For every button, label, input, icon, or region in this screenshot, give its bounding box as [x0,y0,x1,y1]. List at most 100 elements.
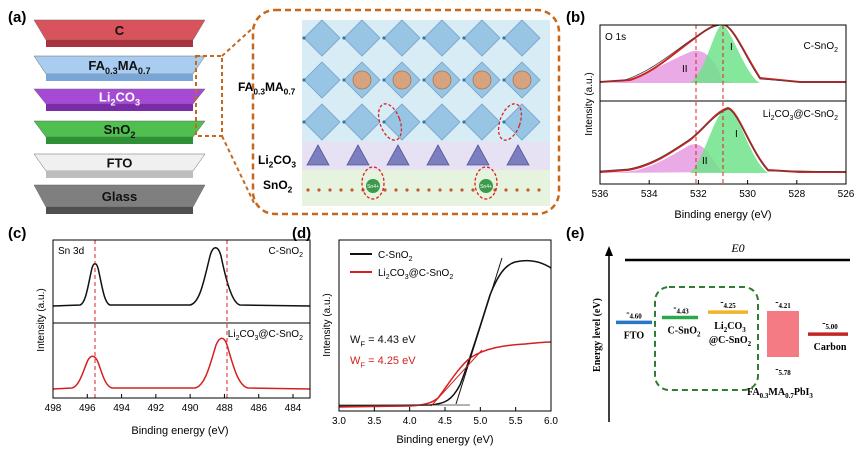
octahedron [503,103,541,141]
panel-d: (d) 3.0 3.5 4.0 4.5 5.0 5.5 6.0 C-SnO2 Li2CO3@C… [292,225,558,446]
a-site-cation [432,70,452,90]
oxygen-atom [449,188,453,192]
octahedron [383,103,421,141]
panel-d-xlabel: Binding energy (eV) [396,434,493,446]
halide-atom [462,120,466,124]
oxygen-atom [537,188,541,192]
sno2-layer [302,170,550,206]
d-x-tick-label: 5.0 [473,416,487,427]
layer-fa0-3ma0-7: FA0.3MA0.7 [33,55,206,81]
panel-c-ylabel: Intensity (a.u.) [36,288,47,351]
peak-II-label-top: II [682,64,688,75]
panel-b-top-label: C-SnO2 [804,41,839,54]
halide-atom [502,78,506,82]
legend-label-c-sno2: C-SnO2 [378,250,413,263]
d-x-tick-label: 3.0 [332,416,346,427]
d-x-tick-label: 6.0 [544,416,558,427]
li2co3-label-line2: @C-SnO2 [709,335,752,348]
halide-atom [502,120,506,124]
layer-sno2: SnO2 [33,120,206,144]
inset-perovskite-label: FA0.3MA0.7 [238,80,296,97]
carbon-label: Carbon [814,342,847,353]
c-x-tick-label: 488 [216,403,233,414]
layer-label: FA0.3MA0.7 [88,58,150,76]
octahedra-grid [302,19,541,141]
panel-c: (c) 498 496 494 492 490 488 486 484 Sn 3d C-SnO… [8,225,311,437]
halide-atom [302,78,306,82]
c-sno2-label: C-SnO2 [668,325,701,338]
carbonate-unit [306,144,330,166]
peak-I-label-bottom: I [735,129,738,140]
d-x-tick-label: 4.5 [438,416,452,427]
fto-value: -4.60 [626,307,642,320]
carbon-value: -5.00 [822,318,838,331]
carbonate-unit [506,144,530,166]
halide-atom [462,36,466,40]
tangent-c-sno2 [455,257,503,405]
octahedron [463,103,501,141]
wf-label-li2co3: WF = 4.25 eV [350,355,416,369]
peak-II-label-bottom: II [702,156,708,167]
callout-line-top [221,25,256,57]
li2co3-units [306,144,530,166]
c-sno2-value: -4.43 [673,302,689,315]
panel-c-tag: (c) [8,225,26,242]
octahedron [383,19,421,57]
oxygen-atom [350,188,354,192]
d-x-tick-label: 4.0 [403,416,417,427]
legend-label-li2co3: Li2CO3@C-SnO2 [378,268,453,281]
carbonate-unit [386,144,410,166]
panel-e-tag: (e) [566,225,584,242]
sn-circle-2 [474,166,498,200]
panel-c-bottom-label: Li2CO3@C-SnO2 [228,329,303,342]
oxygen-atom [460,188,464,192]
panel-b-frame [599,24,847,185]
x-ticks-b: 536 534 532 530 528 526 [592,180,855,200]
halide-atom [422,78,426,82]
octahedron [463,19,501,57]
data-curve-top [600,25,846,83]
perovskite-vb-value: -5.78 [775,364,791,377]
panel-d-frame [338,239,552,412]
wf-curve-li2co3 [339,341,551,408]
halide-atom [342,36,346,40]
c-x-tick-label: 492 [148,403,165,414]
panel-b-bottom-label: Li2CO3@C-SnO2 [763,109,838,122]
halide-atom [462,78,466,82]
octahedron [303,103,341,141]
oxygen-atom [515,188,519,192]
panel-e: (e) Energy level (eV) E0 -4.60 FTO -4.43 C-… [566,225,850,422]
oxygen-atom [405,188,409,192]
sn-label-2: Sn4+ [480,184,492,190]
panel-c-frame [52,239,311,399]
halide-atom [302,36,306,40]
halide-atom [382,78,386,82]
octahedron [303,61,341,99]
panel-b-ylabel: Intensity (a.u.) [584,72,595,135]
a-site-cation [472,70,492,90]
layer-label: Li2CO3 [99,90,140,108]
c-x-tick-label: 486 [250,403,267,414]
carbonate-unit [426,144,450,166]
inset-li2co3-label: Li2CO3 [258,153,296,170]
halide-atom [342,78,346,82]
octahedron [423,103,461,141]
tangent-li2co3 [430,349,483,407]
vacuum-label: E0 [730,241,744,255]
panel-a: (a) C FA0.3MA0.7 Li2CO3 SnO2 FTO Glass Sn4+ S… [8,8,561,216]
carbonate-unit [346,144,370,166]
b-x-tick-label: 526 [838,189,855,200]
peak-II-bottom [600,144,722,173]
b-x-tick-label: 534 [641,189,658,200]
layer-c: C [33,19,206,47]
oxygen-atom [383,188,387,192]
oxygen-atom [471,188,475,192]
layer-fto: FTO [33,153,206,178]
a-site-cation [392,70,412,90]
sn3d-curve-bottom [53,337,310,390]
oxygen-atom [438,188,442,192]
oxygen-atom [339,188,343,192]
c-x-tick-label: 494 [113,403,130,414]
oxygen-atom [526,188,530,192]
